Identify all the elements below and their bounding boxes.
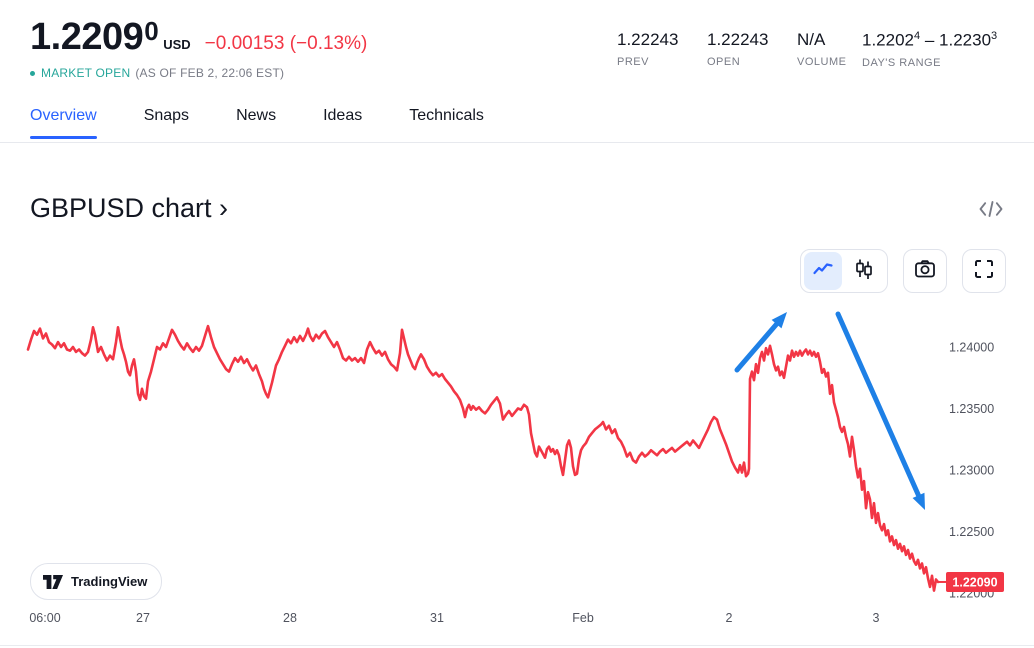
as-of-timestamp: (AS OF FEB 2, 22:06 EST) xyxy=(135,66,285,80)
chart-style-toggle xyxy=(800,249,888,293)
stat-volume-value: N/A xyxy=(797,30,826,49)
range-high: 1.2230 xyxy=(939,30,992,50)
x-axis-label: 2 xyxy=(725,611,733,625)
range-high-sup: 3 xyxy=(991,30,998,42)
candlestick-icon xyxy=(852,257,876,286)
stat-days-range-label: DAY'S RANGE xyxy=(862,56,941,69)
camera-icon xyxy=(913,257,937,286)
tab-bar: Overview Snaps News Ideas Technicals xyxy=(30,107,484,139)
tradingview-logo-icon xyxy=(43,574,64,590)
tab-news[interactable]: News xyxy=(236,107,277,124)
stat-open-label: OPEN xyxy=(707,56,741,68)
y-axis-label: 1.22500 xyxy=(949,525,994,539)
x-axis: 06:00 27 28 31 Feb 2 3 xyxy=(0,611,1034,631)
price-chart[interactable]: 1.240001.235001.230001.225001.220001.220… xyxy=(0,293,1034,603)
snapshot-button[interactable] xyxy=(903,249,947,293)
tab-ideas[interactable]: Ideas xyxy=(323,107,363,124)
currency-label: USD xyxy=(163,37,191,52)
stat-days-range: 1.22024 – 1.22303 DAY'S RANGE xyxy=(862,30,997,69)
candlestick-style-button[interactable] xyxy=(845,252,883,290)
arrow-down-annotation-head xyxy=(912,492,925,510)
line-style-button[interactable] xyxy=(804,252,842,290)
tradingview-logo-link[interactable]: TradingView xyxy=(30,563,163,600)
price-change: −0.00153 (−0.13%) xyxy=(204,33,368,54)
y-axis-label: 1.23500 xyxy=(949,402,994,416)
tab-snaps[interactable]: Snaps xyxy=(143,107,190,124)
x-axis-label: 06:00 xyxy=(29,611,61,625)
stat-prev-label: PREV xyxy=(617,56,649,68)
stat-prev-value: 1.22243 xyxy=(617,30,679,49)
stat-days-range-value: 1.22024 – 1.22303 xyxy=(862,30,997,51)
last-price-main: 1.2209 xyxy=(30,16,144,58)
chart-section-title-link[interactable]: GBPUSD chart › xyxy=(30,193,229,223)
embed-code-icon[interactable] xyxy=(977,197,1005,221)
quote-header: 1.22090 USD −0.00153 (−0.13%) MARKET OPE… xyxy=(30,16,367,80)
stat-volume-label: VOLUME xyxy=(797,56,847,68)
x-axis-label: 3 xyxy=(872,611,880,625)
price-line-series xyxy=(26,324,940,592)
x-axis-label: Feb xyxy=(572,611,594,625)
range-low-sup: 4 xyxy=(914,30,921,42)
x-axis-label: 31 xyxy=(430,611,444,625)
last-price-badge-text: 1.22090 xyxy=(952,575,997,589)
tradingview-logo-text: TradingView xyxy=(71,574,148,589)
stat-volume: N/A VOLUME xyxy=(797,30,846,68)
tab-technicals[interactable]: Technicals xyxy=(409,107,484,124)
last-price: 1.22090 xyxy=(30,16,159,59)
arrow-up-annotation-head xyxy=(771,312,787,329)
range-low: 1.2202 xyxy=(862,30,914,50)
last-price-badge xyxy=(946,571,1004,592)
arrow-up-annotation xyxy=(734,321,780,373)
widget-bottom-divider xyxy=(0,645,1034,646)
fullscreen-icon xyxy=(972,257,996,286)
stat-prev: 1.22243 PREV xyxy=(617,30,678,68)
x-axis-label: 28 xyxy=(283,611,297,625)
market-status-label: MARKET OPEN xyxy=(41,66,131,80)
tab-overview[interactable]: Overview xyxy=(30,107,97,139)
y-axis-label: 1.24000 xyxy=(949,341,994,355)
y-axis-label: 1.23000 xyxy=(949,464,994,478)
market-status-dot xyxy=(30,70,35,76)
line-chart-icon xyxy=(811,257,835,286)
arrow-down-annotation xyxy=(835,311,922,498)
stat-open-value: 1.22243 xyxy=(707,30,769,49)
x-axis-label: 27 xyxy=(136,611,150,625)
fullscreen-button[interactable] xyxy=(962,249,1006,293)
stat-open: 1.22243 OPEN xyxy=(707,30,768,68)
last-price-pip-digit: 0 xyxy=(144,16,159,46)
range-separator: – xyxy=(920,30,940,50)
tab-bar-divider xyxy=(0,142,1034,143)
